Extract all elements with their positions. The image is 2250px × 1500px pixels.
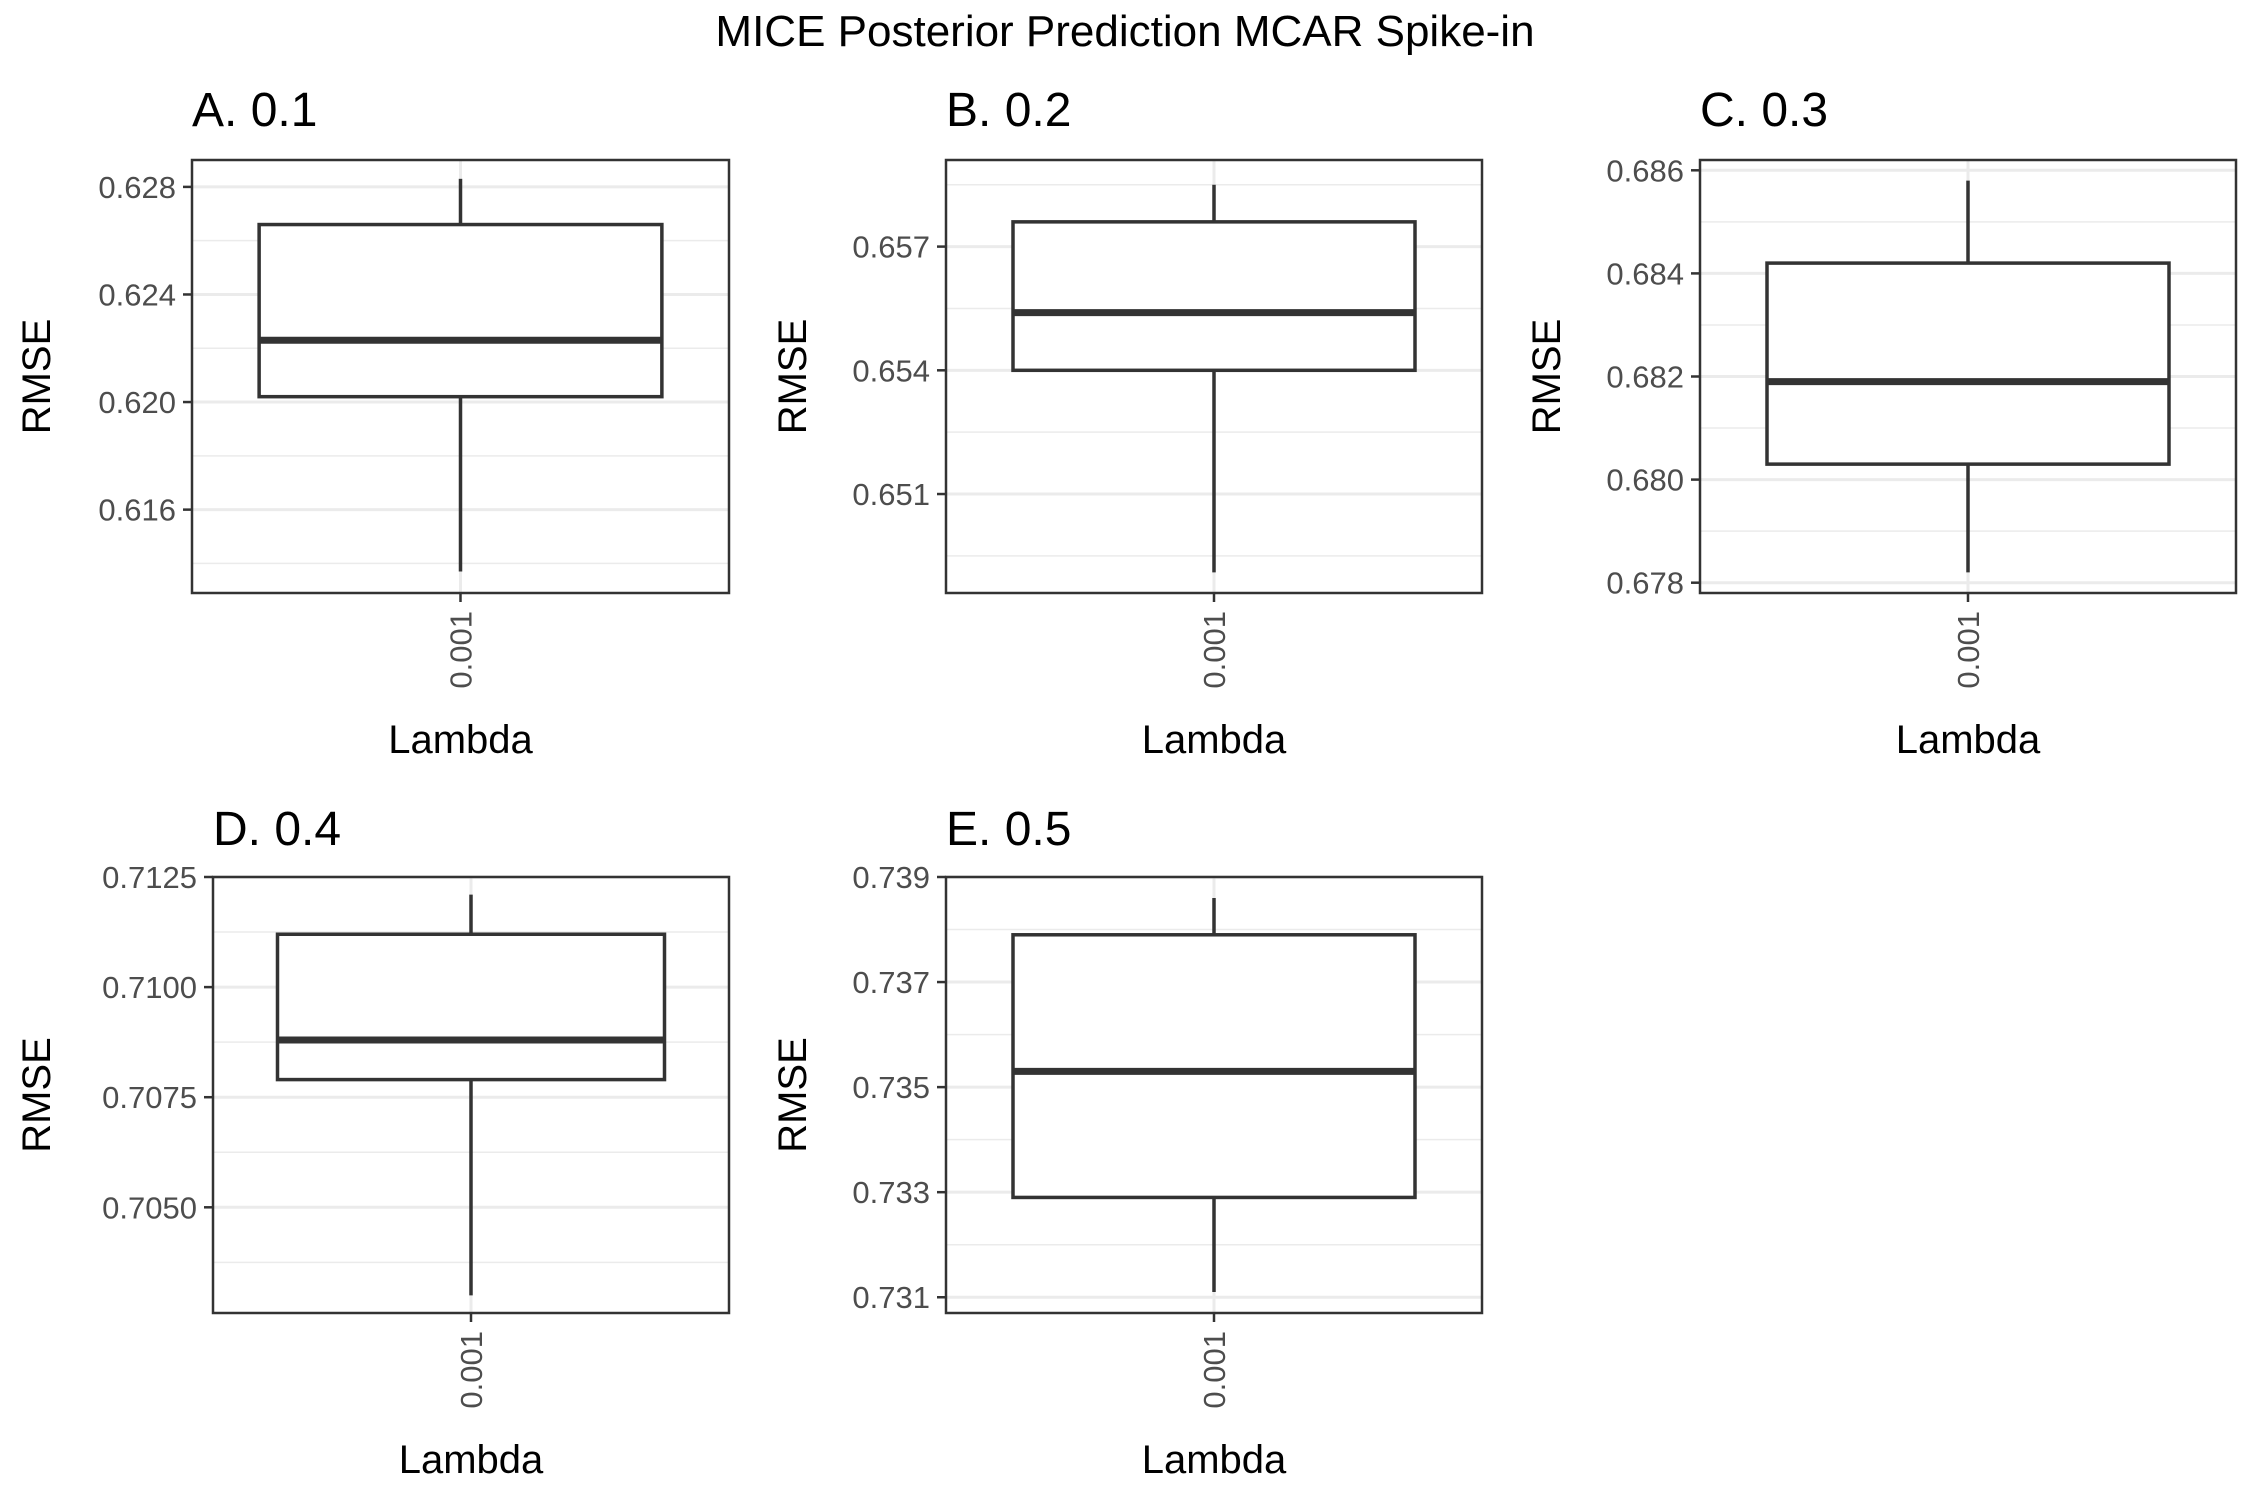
y-tick-label: 0.651: [852, 477, 930, 512]
x-axis-title: Lambda: [1896, 718, 2041, 762]
panel-title: E. 0.5: [946, 803, 1071, 856]
y-tick-label: 0.7125: [102, 860, 197, 895]
x-tick-label: 0.001: [1197, 1331, 1232, 1409]
y-tick-label: 0.624: [98, 277, 176, 312]
x-axis-title: Lambda: [399, 1438, 544, 1482]
x-tick-label: 0.001: [444, 611, 479, 689]
panel-title: C. 0.3: [1700, 84, 1828, 137]
y-tick-label: 0.7050: [102, 1190, 197, 1225]
x-axis-title: Lambda: [1142, 718, 1287, 762]
box: [1011, 933, 1417, 1200]
x-tick-label: 0.001: [454, 1331, 489, 1409]
box: [257, 222, 664, 399]
y-axis-title: RMSE: [15, 1037, 59, 1153]
panel-a: 0.616 0.620 0.624 0.628 0.001 Lambda RMSE A. 0.…: [15, 84, 731, 762]
y-tick-label: 0.620: [98, 385, 176, 420]
panel-b: 0.651 0.654 0.657 0.001 Lambda RMSE B. 0.2: [771, 84, 1484, 762]
y-axis-title: RMSE: [15, 319, 59, 435]
x-tick-label: 0.001: [1197, 611, 1232, 689]
panel-d: 0.7050 0.7075 0.7100 0.7125 0.001 Lambda RMSE D…: [15, 803, 731, 1482]
y-tick-label: 0.7100: [102, 970, 197, 1005]
x-axis-title: Lambda: [388, 718, 533, 762]
y-tick-label: 0.654: [852, 353, 930, 388]
y-tick-label: 0.684: [1606, 256, 1684, 291]
y-tick-label: 0.616: [98, 493, 176, 528]
y-tick-label: 0.739: [852, 860, 930, 895]
panel-title: D. 0.4: [213, 803, 341, 856]
y-tick-label: 0.731: [852, 1280, 930, 1315]
box: [1765, 261, 2171, 466]
box: [1011, 220, 1417, 373]
x-tick-label: 0.001: [1951, 611, 1986, 689]
box: [275, 932, 667, 1082]
y-tick-label: 0.657: [852, 230, 930, 265]
panel-title: B. 0.2: [946, 84, 1071, 137]
y-tick-label: 0.735: [852, 1070, 930, 1105]
y-tick-label: 0.680: [1606, 463, 1684, 498]
y-tick-label: 0.7075: [102, 1080, 197, 1115]
panel-title: A. 0.1: [192, 84, 317, 137]
figure-title: MICE Posterior Prediction MCAR Spike-in: [715, 7, 1534, 56]
y-tick-label: 0.733: [852, 1175, 930, 1210]
y-axis-title: RMSE: [1525, 319, 1569, 435]
y-tick-label: 0.737: [852, 965, 930, 1000]
panel-c: 0.678 0.680 0.682 0.684 0.686 0.001 Lambda RMSE…: [1525, 84, 2238, 762]
y-tick-label: 0.628: [98, 170, 176, 205]
panels: 0.616 0.620 0.624 0.628 0.001 Lambda RMSE A. 0.…: [15, 84, 2238, 1482]
y-tick-label: 0.686: [1606, 153, 1684, 188]
y-axis-title: RMSE: [771, 319, 815, 435]
x-axis-title: Lambda: [1142, 1438, 1287, 1482]
y-tick-label: 0.678: [1606, 566, 1684, 601]
y-tick-label: 0.682: [1606, 360, 1684, 395]
y-axis-title: RMSE: [771, 1037, 815, 1153]
panel-e: 0.731 0.733 0.735 0.737 0.739 0.001 Lambda RMSE…: [771, 803, 1484, 1482]
